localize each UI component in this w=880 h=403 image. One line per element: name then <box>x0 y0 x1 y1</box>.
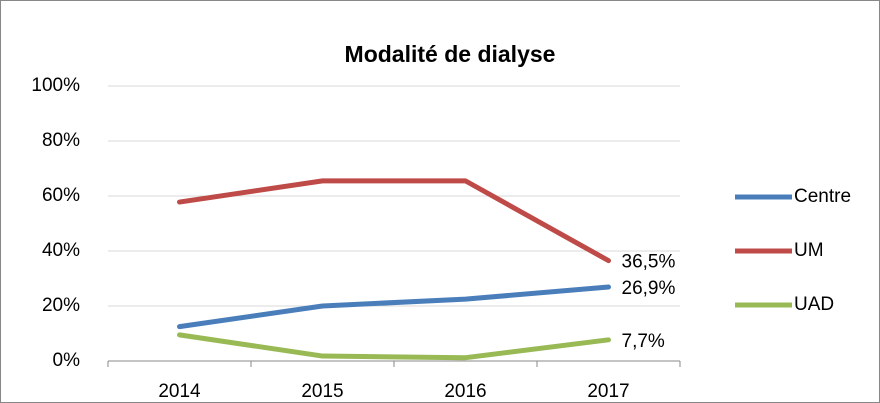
y-tick-label: 80% <box>42 130 80 151</box>
legend-label: UM <box>794 240 824 261</box>
y-tick-label: 100% <box>31 75 80 96</box>
x-tick-label: 2016 <box>444 381 486 402</box>
y-tick-label: 40% <box>42 240 80 261</box>
y-tick-label: 60% <box>42 185 80 206</box>
chart-title: Modalité de dialyse <box>345 41 556 67</box>
legend-label: UAD <box>794 294 834 315</box>
x-tick-label: 2015 <box>301 381 343 402</box>
data-label: 7,7% <box>622 331 665 352</box>
series-line <box>177 332 611 361</box>
x-tick-label: 2017 <box>587 381 629 402</box>
series-line <box>177 178 611 264</box>
data-label: 36,5% <box>622 252 676 273</box>
series-line <box>177 284 611 330</box>
y-tick-label: 20% <box>42 295 80 316</box>
legend-label: Centre <box>794 186 851 207</box>
x-tick-label: 2014 <box>158 381 201 402</box>
data-label: 26,9% <box>622 278 676 299</box>
y-tick-label: 0% <box>53 350 81 371</box>
